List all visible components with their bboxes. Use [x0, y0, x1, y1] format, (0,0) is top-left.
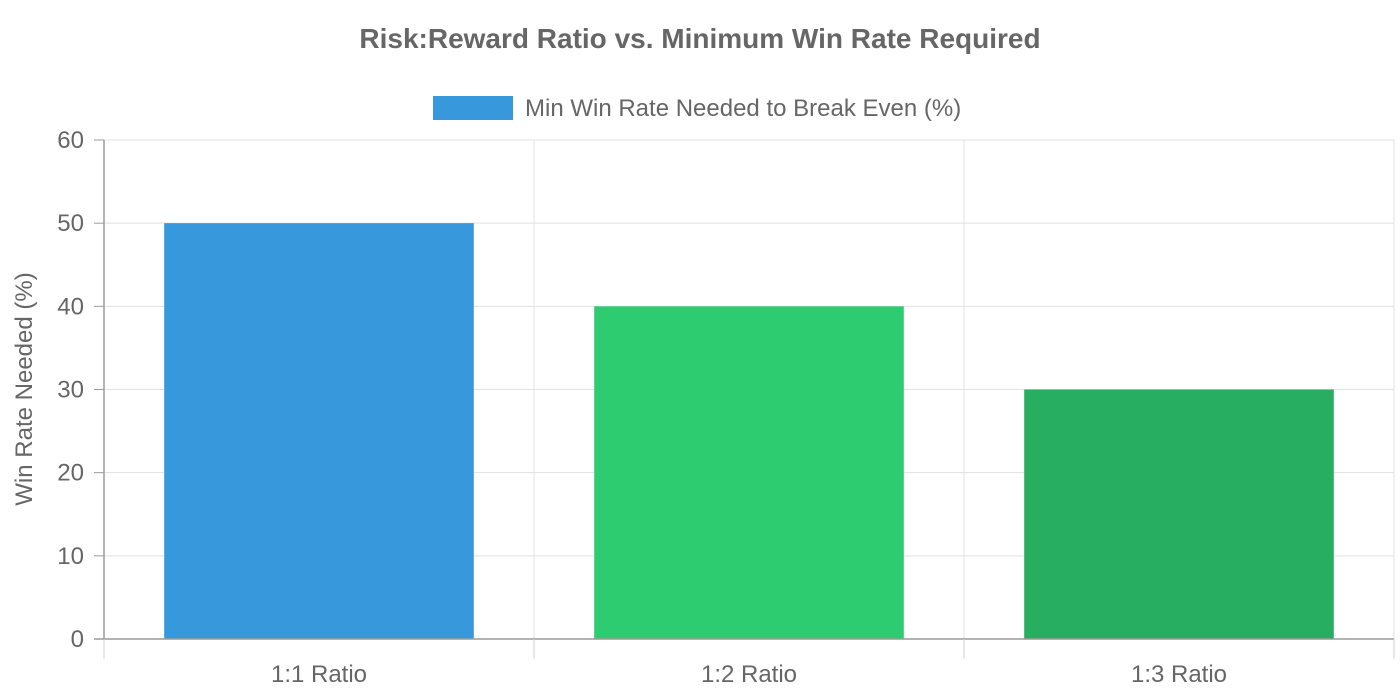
x-axis-ticks: 1:1 Ratio 1:2 Ratio 1:3 Ratio: [271, 661, 1227, 688]
legend[interactable]: Min Win Rate Needed to Break Even (%): [433, 95, 961, 122]
y-tick-label: 60: [57, 127, 84, 154]
chart-title: Risk:Reward Ratio vs. Minimum Win Rate R…: [359, 23, 1040, 54]
legend-label: Min Win Rate Needed to Break Even (%): [525, 95, 961, 122]
y-tick-label: 0: [71, 626, 84, 653]
y-axis-title: Win Rate Needed (%): [11, 272, 38, 505]
bar[interactable]: [164, 223, 474, 639]
x-tick-label: 1:1 Ratio: [271, 661, 367, 688]
y-tick-label: 50: [57, 210, 84, 237]
y-tick-label: 10: [57, 543, 84, 570]
x-tick-label: 1:3 Ratio: [1131, 661, 1227, 688]
y-axis-ticks: 0 10 20 30 40 50 60: [57, 127, 104, 653]
legend-swatch: [433, 96, 513, 120]
y-tick-label: 40: [57, 293, 84, 320]
bar[interactable]: [1024, 389, 1334, 640]
y-tick-label: 20: [57, 460, 84, 487]
y-tick-label: 30: [57, 377, 84, 404]
x-tick-label: 1:2 Ratio: [701, 661, 797, 688]
bar[interactable]: [594, 306, 904, 639]
bars: [164, 223, 1334, 639]
